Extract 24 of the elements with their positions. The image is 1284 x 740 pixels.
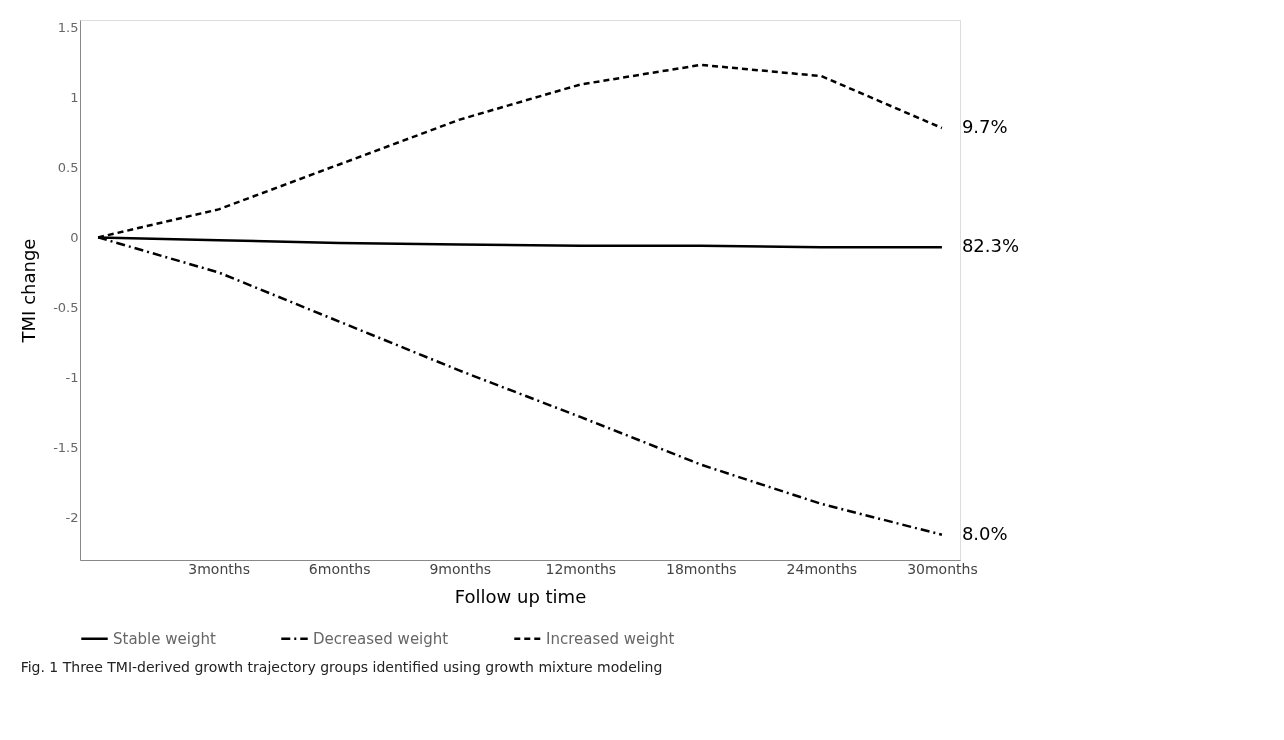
y-tick-label: -0.5 xyxy=(53,300,79,316)
x-axis-title: Follow up time xyxy=(454,585,587,607)
text: Fig. 1 Three TMI-derived growth trajectory groups identified using growth mixture modeling xyxy=(20,659,663,675)
x-tick-label: 6months xyxy=(308,560,371,577)
x-tick-label: 9months xyxy=(429,560,492,577)
legend-label: Stable weight xyxy=(113,629,216,648)
annotation: 82.3% xyxy=(961,235,1020,257)
legend-label: Decreased weight xyxy=(313,629,449,648)
y-tick-label: -2 xyxy=(65,510,79,526)
x-tick-label: 3months xyxy=(188,560,250,577)
y-tick-label: 0.5 xyxy=(57,159,79,175)
legend-label: Increased weight xyxy=(546,629,675,648)
y-tick-label: -1 xyxy=(65,370,79,386)
x-tick-label: 30months xyxy=(907,560,978,577)
y-tick-label: 1.5 xyxy=(57,19,79,35)
y-tick-label: 1 xyxy=(70,89,79,105)
x-tick-label: 12months xyxy=(545,560,617,577)
y-axis-title: TMI change xyxy=(18,238,40,344)
x-tick-label: 24months xyxy=(786,560,858,577)
annotation: 8.0% xyxy=(961,522,1008,544)
annotation: 9.7% xyxy=(961,116,1008,137)
y-tick-label: -1.5 xyxy=(53,440,79,456)
y-tick-label: 0 xyxy=(70,229,79,245)
x-tick-label: 18months xyxy=(666,560,737,577)
